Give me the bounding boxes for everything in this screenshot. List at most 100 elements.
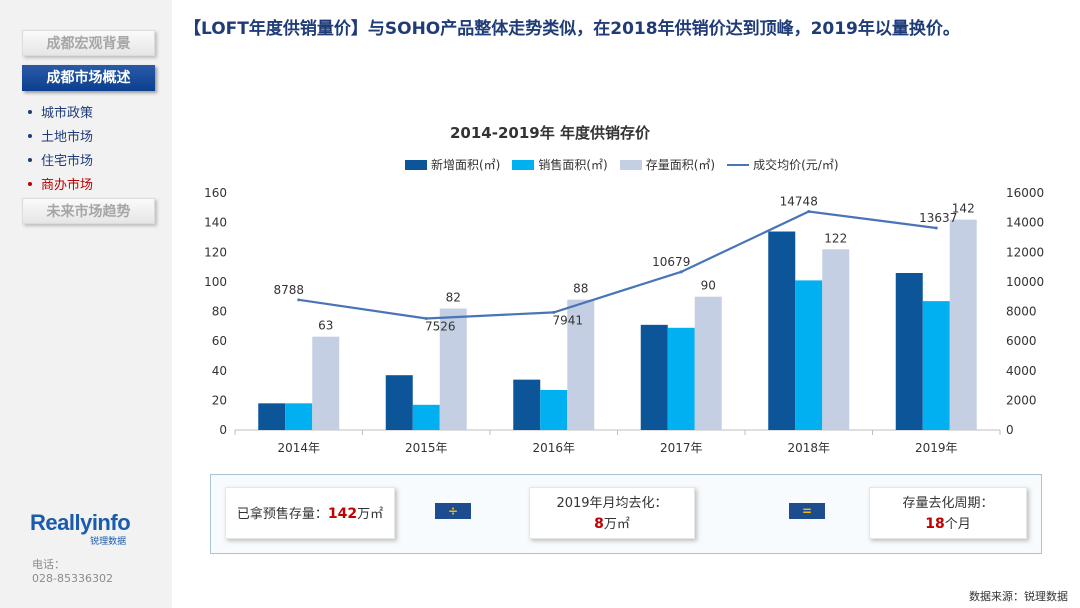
- sidebar-item-label: 土地市场: [41, 130, 94, 145]
- equals-operator: =: [789, 503, 825, 519]
- bar-data-label: 90: [701, 279, 716, 293]
- legend-label: 销售面积(㎡): [538, 158, 608, 172]
- sidebar: 成都宏观背景 成都市场概述 城市政策 土地市场 住宅市场 商办市场 未来市场趋势…: [0, 0, 172, 608]
- price-point: [807, 210, 811, 214]
- y2-tick-label: 6000: [1006, 334, 1037, 348]
- x-tick-label: 2018年: [787, 441, 830, 455]
- bar-data-label: 63: [318, 319, 333, 333]
- y2-tick-label: 2000: [1006, 393, 1037, 407]
- line-data-label: 7941: [552, 313, 583, 327]
- monthly-value: 8: [594, 516, 604, 532]
- y2-tick-label: 12000: [1006, 245, 1044, 259]
- x-tick-label: 2016年: [532, 441, 575, 455]
- y-tick-label: 80: [212, 305, 227, 319]
- absorption-cycle-card: 存量去化周期： 18个月: [869, 487, 1027, 539]
- y2-tick-label: 0: [1006, 423, 1014, 437]
- bar-0: [768, 231, 796, 430]
- x-tick-label: 2014年: [277, 441, 320, 455]
- presale-unit: 万㎡: [357, 507, 384, 522]
- y-tick-label: 20: [212, 393, 227, 407]
- legend-swatch: [512, 159, 535, 170]
- logo-text: Reallyinfo: [30, 510, 131, 535]
- monthly-label: 2019年月均去化：: [556, 496, 668, 511]
- monthly-unit: 万㎡: [603, 517, 630, 532]
- y2-tick-label: 10000: [1006, 275, 1044, 289]
- price-point: [679, 270, 683, 274]
- line-data-label: 8788: [273, 283, 304, 297]
- legend-swatch: [727, 163, 750, 166]
- nav-future-trend-button[interactable]: 未来市场趋势: [22, 198, 155, 224]
- y-tick-label: 120: [204, 245, 227, 259]
- sidebar-item-residential-market[interactable]: 住宅市场: [28, 150, 93, 174]
- bar-1: [412, 404, 440, 430]
- sidebar-item-city-policy[interactable]: 城市政策: [28, 102, 93, 126]
- bar-1: [667, 327, 695, 430]
- bar-data-label: 82: [446, 291, 461, 305]
- x-tick-label: 2015年: [405, 441, 448, 455]
- y-tick-label: 140: [204, 216, 227, 230]
- presale-value: 142: [327, 506, 358, 522]
- data-source: 数据来源：锐理数据: [969, 590, 1068, 603]
- legend-label: 成交均价(元/㎡): [753, 158, 839, 172]
- legend-item: 新增面积(㎡): [405, 156, 500, 173]
- chart-canvas: 0 20 40 60 80 100 120 140 160 0 2000 4000 6000 8000 10…: [204, 186, 1044, 455]
- summary-panel: 已拿预售存量：142万㎡ ÷ 2019年月均去化： 8万㎡ = 存量去化周期： …: [210, 474, 1042, 554]
- line-data-label: 7526: [425, 320, 456, 334]
- x-tick-label: 2019年: [915, 441, 958, 455]
- nav-market-overview-button[interactable]: 成都市场概述: [22, 65, 155, 91]
- logo-subtext: 锐理数据: [90, 537, 127, 547]
- bullet-icon: [28, 157, 32, 162]
- line-data-label: 13637: [919, 211, 957, 225]
- monthly-absorption-card: 2019年月均去化： 8万㎡: [529, 487, 695, 539]
- price-line: [298, 210, 937, 320]
- legend-item: 销售面积(㎡): [512, 156, 608, 173]
- cycle-unit: 个月: [944, 517, 971, 532]
- y2-tick-label: 8000: [1006, 305, 1037, 319]
- bar-data-label: 88: [573, 282, 588, 296]
- chart-legend: 新增面积(㎡) 销售面积(㎡) 存量面积(㎡) 成交均价(元/㎡): [405, 156, 839, 173]
- bar-data-label: 142: [952, 202, 975, 216]
- bar-0: [385, 375, 413, 430]
- legend-swatch: [619, 159, 642, 170]
- sidebar-item-label: 住宅市场: [41, 154, 94, 169]
- bar-2: [312, 336, 340, 430]
- sidebar-item-land-market[interactable]: 土地市场: [28, 126, 93, 150]
- page-headline: 【LOFT年度供销量价】与SOHO产品整体走势类似，在2018年供销价达到顶峰，…: [184, 19, 960, 39]
- sidebar-item-commercial-market[interactable]: 商办市场: [28, 174, 93, 198]
- line-data-label: 14748: [780, 195, 818, 209]
- line-data-label: 10679: [652, 255, 690, 269]
- bar-data-label: 122: [824, 231, 847, 245]
- bar-1: [795, 280, 823, 430]
- price-point: [552, 310, 556, 314]
- bar-2: [567, 299, 595, 430]
- sidebar-submenu: 城市政策 土地市场 住宅市场 商办市场: [28, 102, 93, 198]
- y2-tick-label: 16000: [1006, 186, 1044, 200]
- y-tick-label: 100: [204, 275, 227, 289]
- bullet-icon: [28, 109, 32, 114]
- bullet-icon: [28, 181, 32, 186]
- y-tick-label: 40: [212, 364, 227, 378]
- nav-macro-background-button[interactable]: 成都宏观背景: [22, 30, 155, 56]
- price-point: [424, 317, 428, 321]
- bar-2: [949, 219, 977, 430]
- legend-item: 存量面积(㎡): [619, 156, 716, 173]
- y-tick-label: 60: [212, 334, 227, 348]
- price-point: [934, 226, 938, 230]
- bar-0: [895, 272, 923, 430]
- phone-number: 028-85336302: [32, 572, 113, 585]
- bar-1: [540, 390, 568, 430]
- cycle-value: 18: [925, 516, 945, 532]
- cycle-label: 存量去化周期：: [902, 496, 994, 511]
- bar-0: [513, 379, 541, 430]
- y-tick-label: 160: [204, 186, 227, 200]
- legend-label: 存量面积(㎡): [645, 158, 716, 172]
- company-logo: Reallyinfo 锐理数据: [30, 510, 131, 547]
- y2-tick-label: 14000: [1006, 216, 1044, 230]
- x-tick-label: 2017年: [660, 441, 703, 455]
- presale-label: 已拿预售存量：: [236, 507, 328, 522]
- legend-label: 新增面积(㎡): [431, 158, 501, 172]
- bullet-icon: [28, 133, 32, 138]
- y-tick-label: 0: [219, 423, 227, 437]
- legend-item: 成交均价(元/㎡): [727, 156, 839, 173]
- chart-title: 2014-2019年 年度供销存价: [450, 124, 650, 142]
